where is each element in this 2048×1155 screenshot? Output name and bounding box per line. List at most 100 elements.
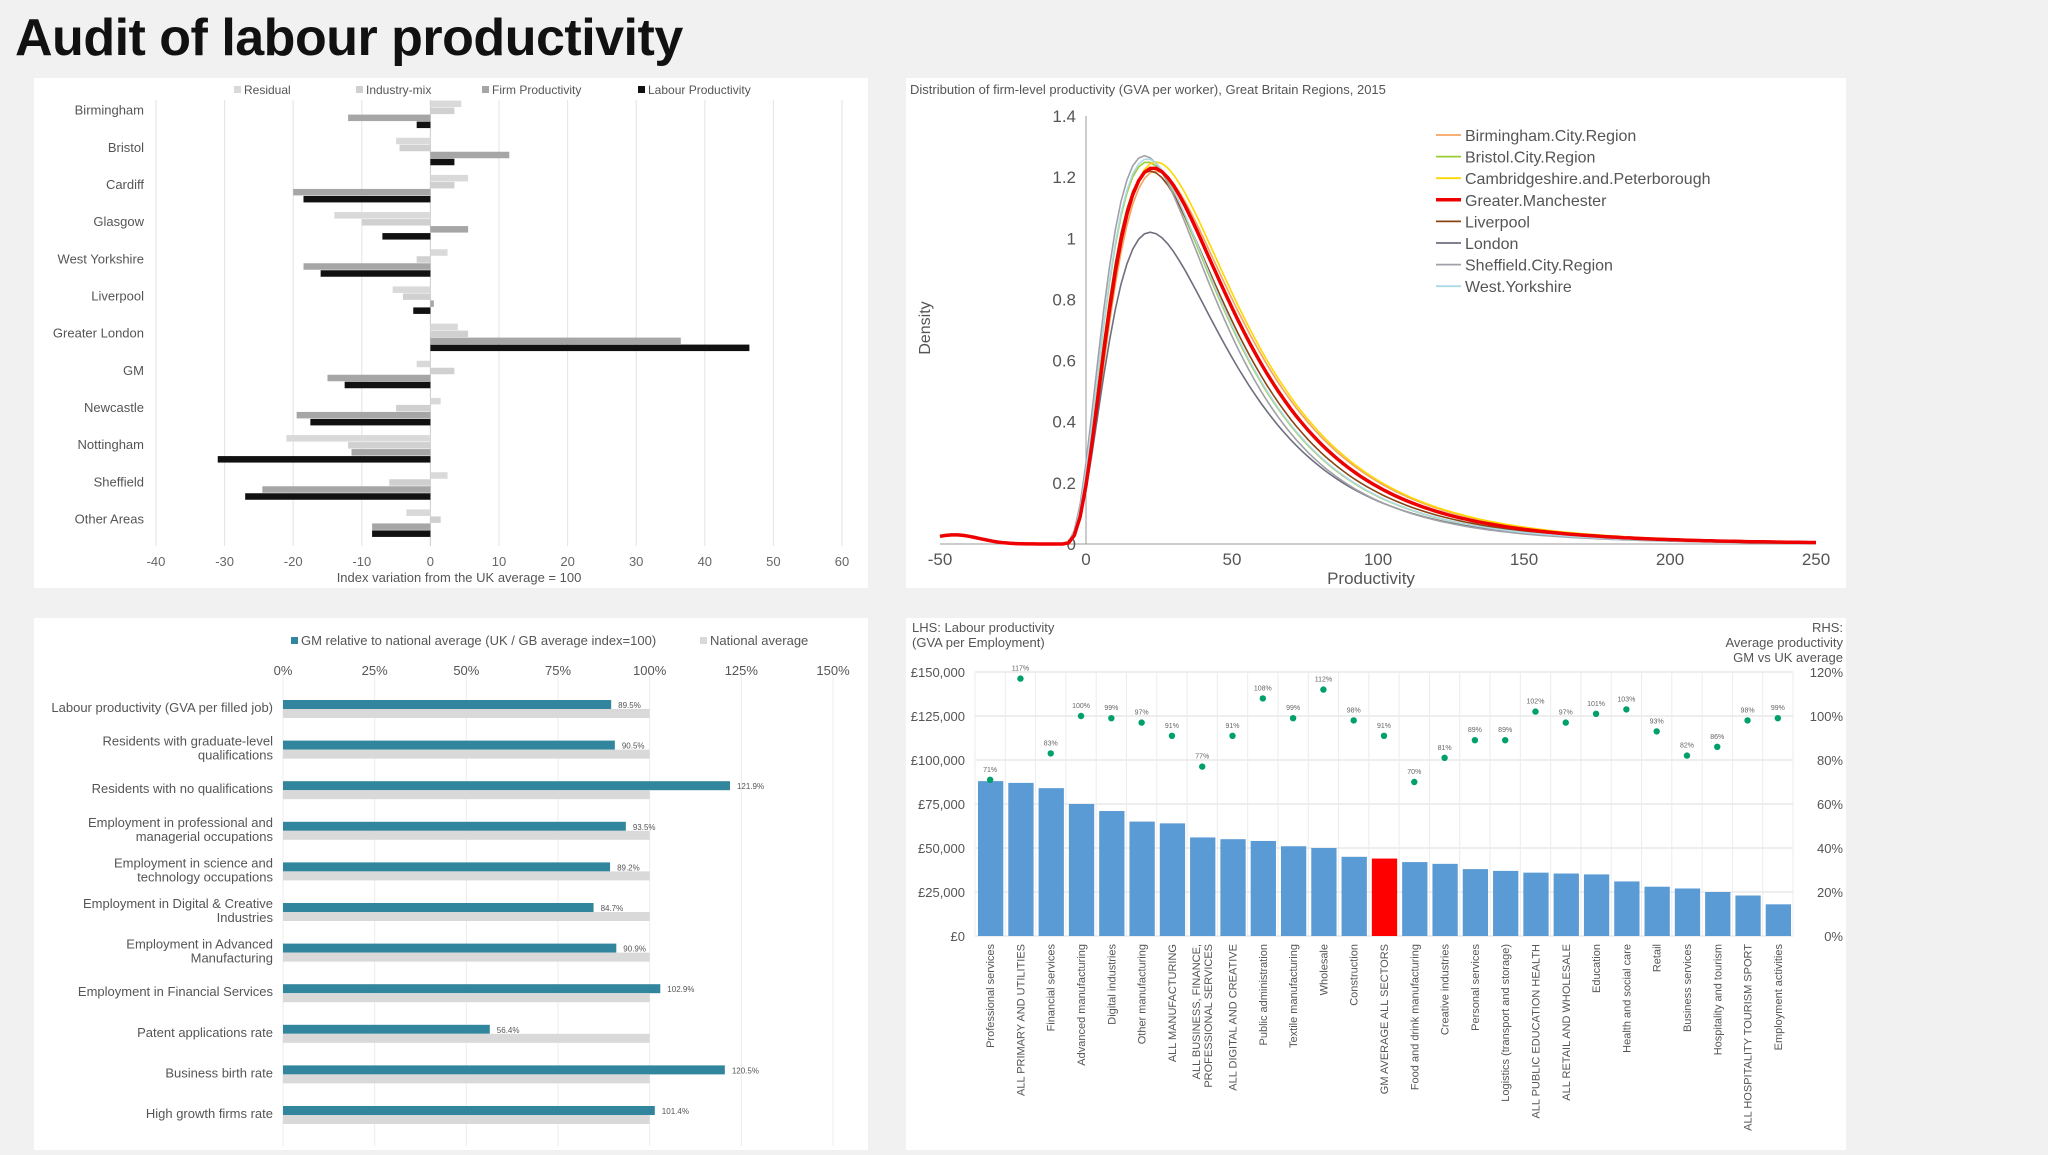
bar <box>1008 782 1034 936</box>
bar <box>1190 837 1216 936</box>
dot-label: 91% <box>1377 723 1391 730</box>
category-label: Glasgow <box>93 214 144 229</box>
bar <box>283 740 615 750</box>
x-axis-label: Index variation from the UK average = 10… <box>337 570 582 585</box>
x-tick-label: 75% <box>545 663 571 678</box>
legend-label: Industry-mix <box>366 83 431 97</box>
dot-label: 99% <box>1771 705 1785 712</box>
bar <box>217 456 431 463</box>
data-label: 89.5% <box>618 701 641 710</box>
lhs-title: LHS: Labour productivity <box>912 620 1055 635</box>
bar <box>283 1115 650 1124</box>
sector-productivity-panel: LHS: Labour productivity (GVA per Employm… <box>906 618 1846 1150</box>
bar <box>1129 821 1155 936</box>
category-label: Construction <box>1349 944 1361 1006</box>
bar <box>283 912 650 921</box>
bar <box>1068 804 1095 936</box>
category-label: Cardiff <box>106 177 144 192</box>
x-tick-label: 100% <box>633 663 667 678</box>
category-label: Digital industries <box>1106 944 1118 1025</box>
bar <box>283 1024 490 1034</box>
dot-marker <box>1532 708 1539 715</box>
dot-marker <box>1744 717 1751 724</box>
y-tick-label-rhs: 120% <box>1810 665 1844 680</box>
bar <box>1674 888 1701 936</box>
dot-marker <box>1562 719 1569 726</box>
category-label: ALL HOSPITALITY TOURISM SPORT <box>1743 944 1755 1131</box>
x-tick-label: 150 <box>1510 550 1538 569</box>
x-tick-label: 50 <box>766 554 780 569</box>
dot-marker <box>1168 732 1176 739</box>
y-tick-label-lhs: £125,000 <box>911 709 965 724</box>
dot-marker <box>1441 754 1448 761</box>
y-tick-label: 1.4 <box>1052 107 1076 126</box>
legend-label: Greater.Manchester <box>1465 193 1607 210</box>
category-label: ALL PUBLIC EDUCATION HEALTH <box>1530 944 1542 1119</box>
legend-label: London <box>1465 236 1518 253</box>
dot-marker <box>1380 732 1388 739</box>
y-tick-label-lhs: £100,000 <box>911 753 965 768</box>
x-tick-label: 10 <box>492 554 506 569</box>
bar <box>396 137 431 145</box>
rhs-title: GM vs UK average <box>1733 650 1843 665</box>
category-label: technology occupations <box>137 869 273 884</box>
category-label: Public administration <box>1258 944 1270 1046</box>
category-label: Residents with no qualifications <box>92 781 274 796</box>
dot-label: 99% <box>1286 705 1300 712</box>
category-label: Patent applications rate <box>137 1025 273 1040</box>
bar <box>283 862 611 872</box>
bar <box>978 781 1004 936</box>
category-label: Industries <box>217 910 274 925</box>
bar <box>283 993 650 1003</box>
category-label: Employment in Financial Services <box>78 984 274 999</box>
category-label: Employment in science and <box>114 855 273 870</box>
gm-relative-indicators-chart: 0% 25% 50% 75% 100% 125% 150% GM relative to na… <box>51 633 850 1146</box>
x-tick-label: -20 <box>284 554 303 569</box>
bar <box>1432 863 1458 936</box>
dot-marker <box>1471 737 1479 744</box>
dot-label: 91% <box>1226 723 1240 730</box>
bar <box>283 952 650 962</box>
bar <box>344 381 431 389</box>
x-tick-label: 60 <box>835 554 849 569</box>
bar <box>430 472 448 479</box>
legend-label: Cambridgeshire.and.Peterborough <box>1465 171 1710 188</box>
bar <box>1159 823 1186 936</box>
bar <box>1311 848 1337 936</box>
bar <box>310 418 431 426</box>
bar <box>320 270 431 277</box>
sector-productivity-chart: LHS: Labour productivity(GVA per Employm… <box>911 620 1844 1131</box>
bar <box>430 100 462 108</box>
labour-productivity-decomposition-chart: -40 -30 -20 -10 0 10 20 30 40 50 60 Index variation… <box>53 83 849 585</box>
legend-swatch <box>356 86 363 93</box>
dot-label: 93% <box>1650 718 1664 725</box>
dot-label: 89% <box>1468 727 1482 734</box>
category-label: Wholesale <box>1318 944 1330 995</box>
category-label: GM <box>123 363 144 378</box>
category-label: Retail <box>1652 944 1664 972</box>
bar <box>1462 869 1489 936</box>
legend-label: National average <box>710 633 808 648</box>
y-tick-label-rhs: 40% <box>1817 841 1843 856</box>
category-label: Hospitality and tourism <box>1712 944 1724 1055</box>
y-tick-label-rhs: 20% <box>1817 885 1843 900</box>
y-tick-label-lhs: £75,000 <box>918 797 965 812</box>
lhs-title: (GVA per Employment) <box>912 635 1045 650</box>
category-label: PROFESSIONAL SERVICES <box>1203 944 1215 1088</box>
x-tick-label: 40 <box>698 554 712 569</box>
dot-marker <box>1683 752 1691 759</box>
category-label: ALL DIGITAL AND CREATIVE <box>1228 944 1240 1091</box>
legend-swatch <box>291 637 298 644</box>
bar <box>1038 788 1064 936</box>
dot-label: 98% <box>1741 707 1755 714</box>
dot-marker <box>1623 706 1630 713</box>
bar <box>283 943 617 953</box>
dot-marker <box>1138 719 1145 726</box>
bar <box>283 1106 655 1115</box>
dot-label: 77% <box>1195 754 1209 761</box>
category-label: Education <box>1591 944 1603 993</box>
bar <box>1371 858 1398 936</box>
category-label: Logistics (transport and storage) <box>1500 944 1512 1102</box>
category-label: Textile manufacturing <box>1288 944 1300 1048</box>
bar <box>1765 904 1791 936</box>
